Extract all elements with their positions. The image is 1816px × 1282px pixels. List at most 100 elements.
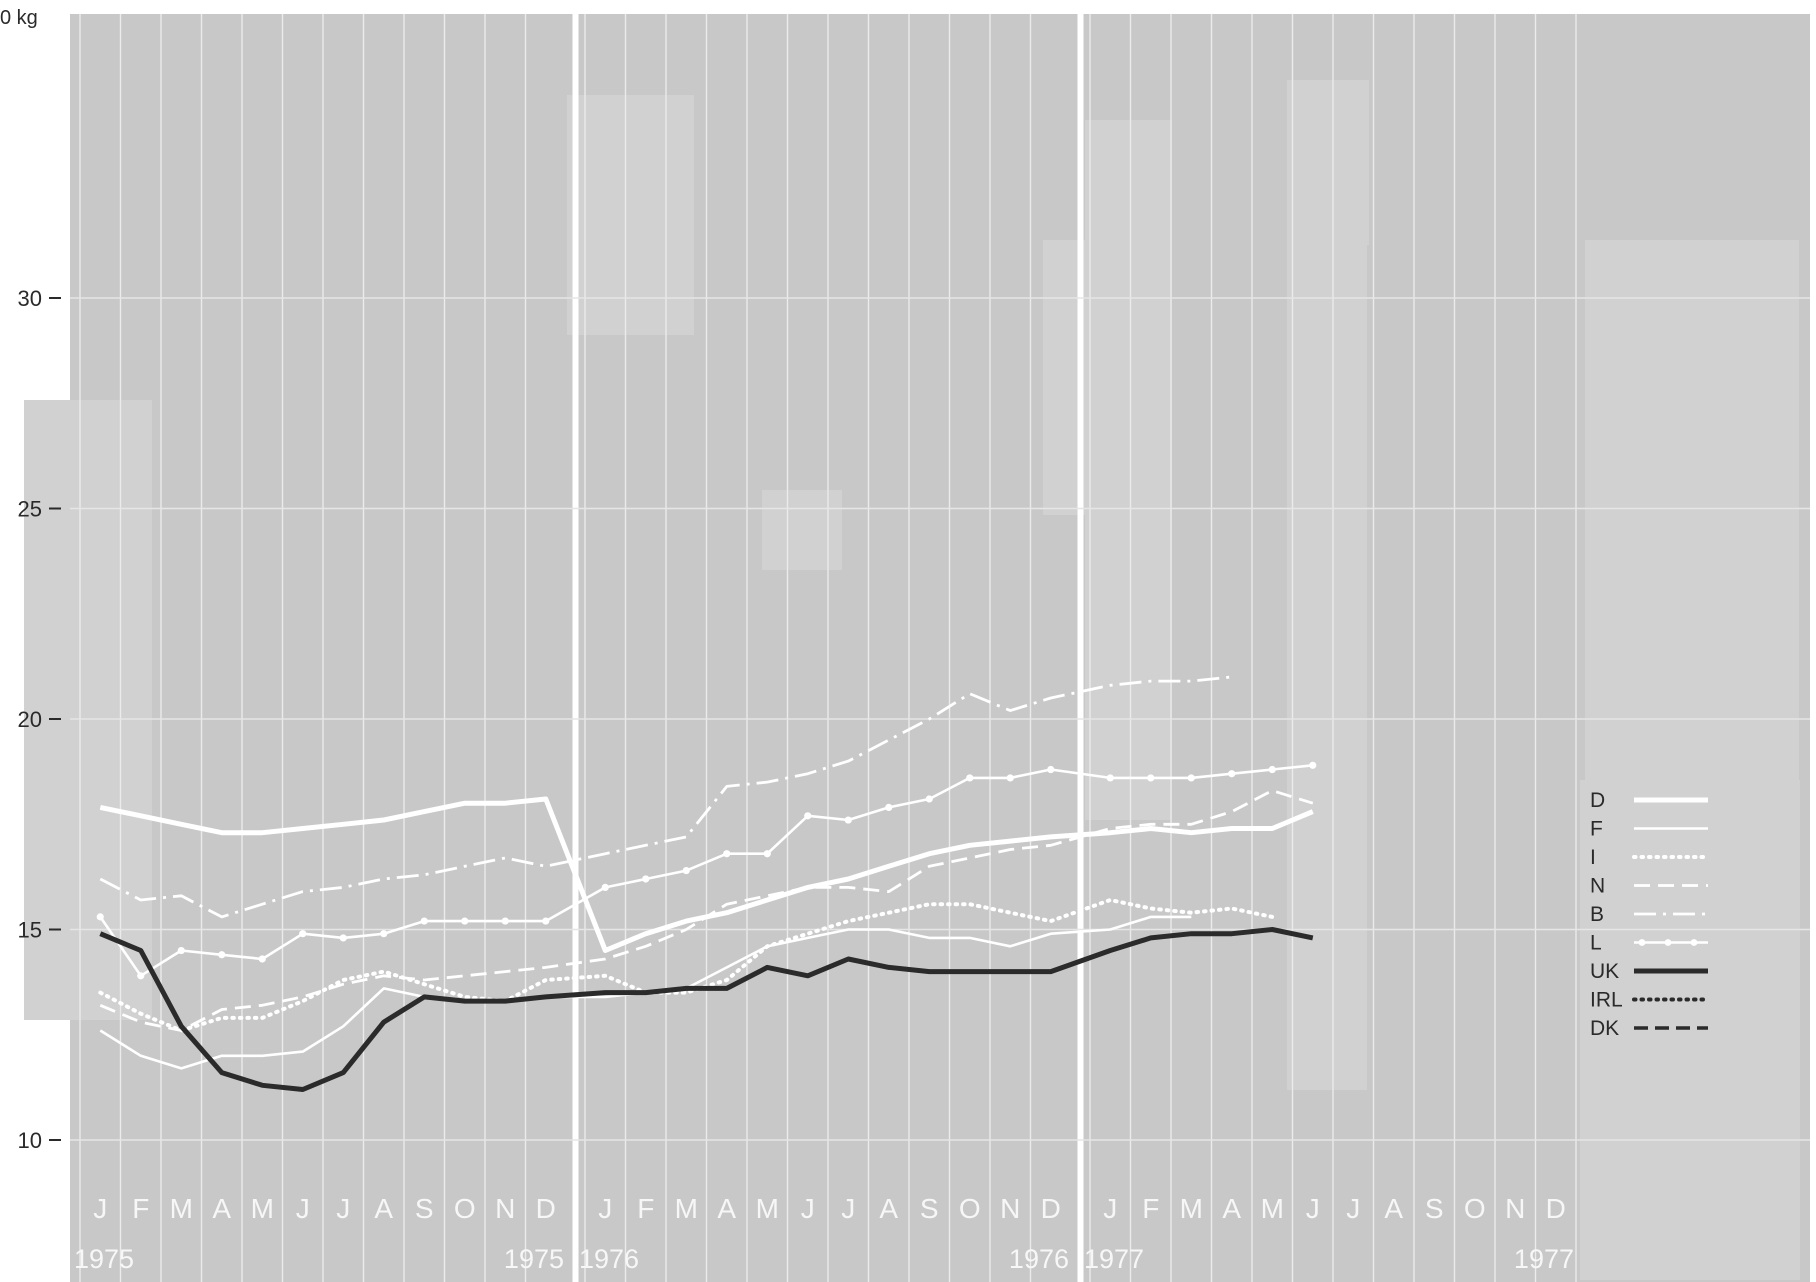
month-label: S bbox=[920, 1193, 939, 1224]
month-label: J bbox=[1103, 1193, 1117, 1224]
month-label: A bbox=[212, 1193, 231, 1224]
legend-label: DK bbox=[1590, 1017, 1619, 1040]
band bbox=[762, 490, 842, 570]
month-label: S bbox=[415, 1193, 434, 1224]
series-line-uk bbox=[99, 927, 1314, 1092]
series-line-d bbox=[99, 796, 1314, 953]
month-label: O bbox=[454, 1193, 476, 1224]
month-label: O bbox=[959, 1193, 981, 1224]
band bbox=[1287, 80, 1369, 245]
month-label: N bbox=[1505, 1193, 1525, 1224]
legend-swatch-dot bbox=[1638, 939, 1646, 946]
month-label: M bbox=[170, 1193, 193, 1224]
data-point-l bbox=[723, 850, 731, 858]
legend-label: N bbox=[1590, 875, 1605, 898]
month-label: A bbox=[717, 1193, 736, 1224]
y-tick-label: 30 bbox=[18, 286, 42, 311]
data-point-l bbox=[1228, 770, 1236, 778]
series-line-l bbox=[99, 764, 1313, 978]
month-label: J bbox=[841, 1193, 855, 1224]
data-point-l bbox=[1006, 774, 1014, 782]
y-axis: 10 15 20 25 30 0 kg bbox=[0, 7, 61, 1153]
month-label: D bbox=[536, 1193, 556, 1224]
legend-label: UK bbox=[1590, 960, 1619, 983]
month-label: N bbox=[1000, 1193, 1020, 1224]
grid-lines bbox=[70, 14, 1810, 1282]
data-point-l bbox=[601, 883, 609, 892]
data-point-l bbox=[1309, 761, 1317, 769]
data-point-l bbox=[339, 934, 347, 942]
data-point-l bbox=[258, 955, 266, 963]
data-point-l bbox=[177, 946, 185, 955]
month-label: J bbox=[598, 1193, 612, 1224]
year-label: 1977 bbox=[1514, 1244, 1574, 1274]
data-point-l bbox=[804, 812, 812, 820]
data-point-l bbox=[1187, 774, 1195, 782]
data-point-l bbox=[1106, 774, 1114, 782]
month-label: M bbox=[251, 1193, 274, 1224]
month-label: F bbox=[637, 1193, 654, 1224]
month-label: M bbox=[1180, 1193, 1203, 1224]
month-label: J bbox=[336, 1193, 350, 1224]
data-point-l bbox=[885, 803, 893, 812]
data-point-l bbox=[380, 930, 388, 938]
month-label: A bbox=[1384, 1193, 1403, 1224]
month-label: J bbox=[1306, 1193, 1320, 1224]
data-point-l bbox=[966, 774, 974, 782]
data-point-l bbox=[218, 951, 226, 959]
legend-swatch-dot bbox=[1690, 939, 1698, 946]
year-label: 1977 bbox=[1084, 1244, 1144, 1274]
month-label: D bbox=[1041, 1193, 1061, 1224]
data-point-l bbox=[542, 917, 550, 925]
year-label: 1975 bbox=[504, 1244, 564, 1274]
band bbox=[567, 95, 694, 335]
plot-bands bbox=[24, 80, 1800, 1280]
year-label: 1975 bbox=[74, 1244, 134, 1274]
y-unit-label: 0 kg bbox=[0, 7, 38, 29]
data-point-l bbox=[682, 866, 690, 875]
band bbox=[1580, 780, 1800, 1280]
month-label: M bbox=[675, 1193, 698, 1224]
data-point-l bbox=[137, 972, 145, 980]
month-label: S bbox=[1425, 1193, 1444, 1224]
month-label: J bbox=[296, 1193, 310, 1224]
series-lines bbox=[96, 675, 1317, 1092]
data-point-l bbox=[763, 850, 771, 858]
data-point-l bbox=[299, 930, 307, 938]
legend-label: IRL bbox=[1590, 989, 1623, 1012]
plot-background bbox=[70, 14, 1810, 1282]
legend-label: F bbox=[1590, 818, 1603, 841]
band bbox=[1585, 240, 1799, 780]
x-axis: J F M A M J J A S O N D J F M A M J J A S O N D J F M A M J J A S O N D1975… bbox=[74, 1193, 1574, 1274]
data-point-l bbox=[1147, 774, 1155, 782]
month-label: J bbox=[1346, 1193, 1360, 1224]
month-label: F bbox=[1142, 1193, 1159, 1224]
month-label: J bbox=[93, 1193, 107, 1224]
month-label: M bbox=[1261, 1193, 1284, 1224]
month-label: N bbox=[495, 1193, 515, 1224]
month-label: D bbox=[1546, 1193, 1566, 1224]
legend-label: L bbox=[1590, 932, 1602, 955]
band bbox=[1287, 240, 1367, 1090]
month-label: M bbox=[756, 1193, 779, 1224]
legend-label: D bbox=[1590, 789, 1605, 812]
month-label: A bbox=[879, 1193, 898, 1224]
month-label: O bbox=[1464, 1193, 1486, 1224]
band bbox=[24, 400, 152, 1020]
y-tick-label: 25 bbox=[18, 497, 42, 522]
band bbox=[1043, 240, 1168, 515]
data-point-l bbox=[925, 795, 933, 803]
legend-label: I bbox=[1590, 846, 1596, 869]
month-label: J bbox=[801, 1193, 815, 1224]
y-tick-label: 15 bbox=[18, 918, 42, 943]
data-point-l bbox=[1047, 765, 1055, 774]
month-label: A bbox=[374, 1193, 393, 1224]
data-point-l bbox=[96, 913, 104, 921]
y-tick-label: 20 bbox=[18, 707, 42, 732]
month-label: A bbox=[1222, 1193, 1241, 1224]
legend-swatch-dot bbox=[1664, 939, 1672, 946]
series-line-b bbox=[99, 675, 1232, 919]
